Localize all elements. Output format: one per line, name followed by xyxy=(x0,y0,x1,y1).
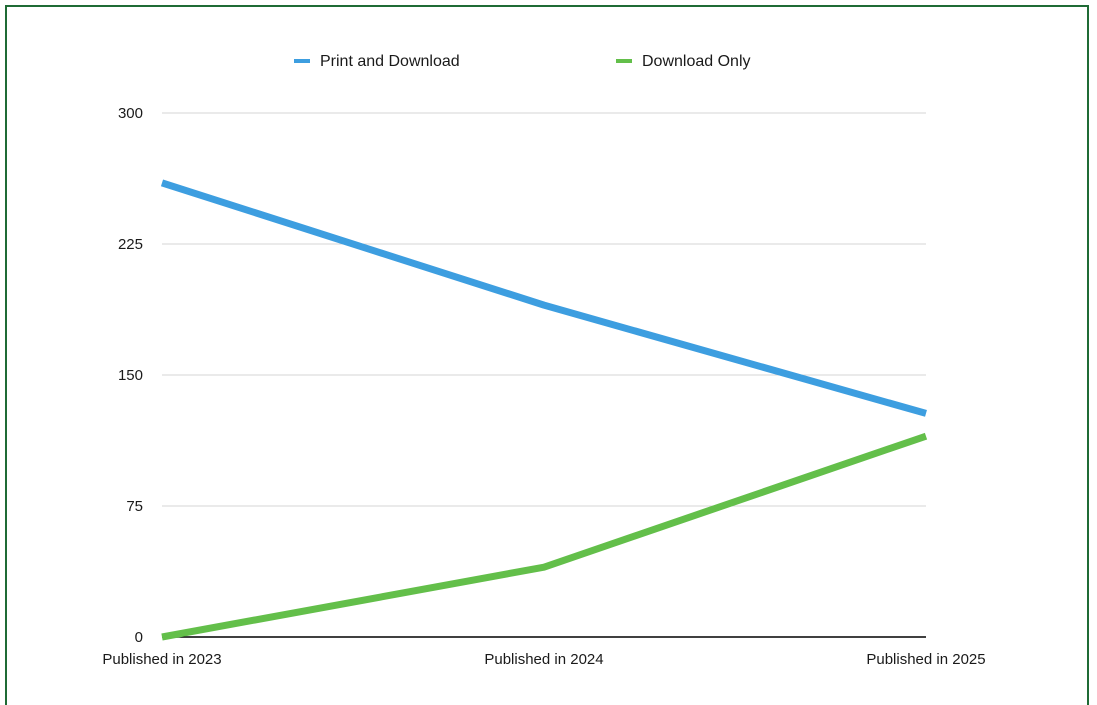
y-tick-label: 75 xyxy=(126,498,143,515)
chart-frame xyxy=(5,5,1089,705)
x-tick-label: Published in 2023 xyxy=(102,651,221,668)
legend-item: Download Only xyxy=(616,53,751,70)
y-tick-label: 150 xyxy=(118,367,143,384)
series-line-1 xyxy=(161,432,928,641)
legend: Print and Download Download Only xyxy=(294,53,751,70)
legend-item: Print and Download xyxy=(294,53,460,70)
series-line-0 xyxy=(160,179,927,417)
y-tick-label: 225 xyxy=(118,236,143,253)
x-axis-ticks: Published in 2023 Published in 2024 Publis… xyxy=(102,651,985,668)
gridlines xyxy=(162,112,926,638)
y-axis-ticks: 0 75 150 225 300 xyxy=(118,105,143,646)
y-tick-label: 0 xyxy=(135,629,143,646)
x-tick-label: Published in 2024 xyxy=(484,651,603,668)
series-lines xyxy=(160,179,928,641)
y-tick-label: 300 xyxy=(118,105,143,122)
legend-label: Print and Download xyxy=(320,53,460,70)
legend-label: Download Only xyxy=(642,53,751,70)
x-tick-label: Published in 2025 xyxy=(866,651,985,668)
